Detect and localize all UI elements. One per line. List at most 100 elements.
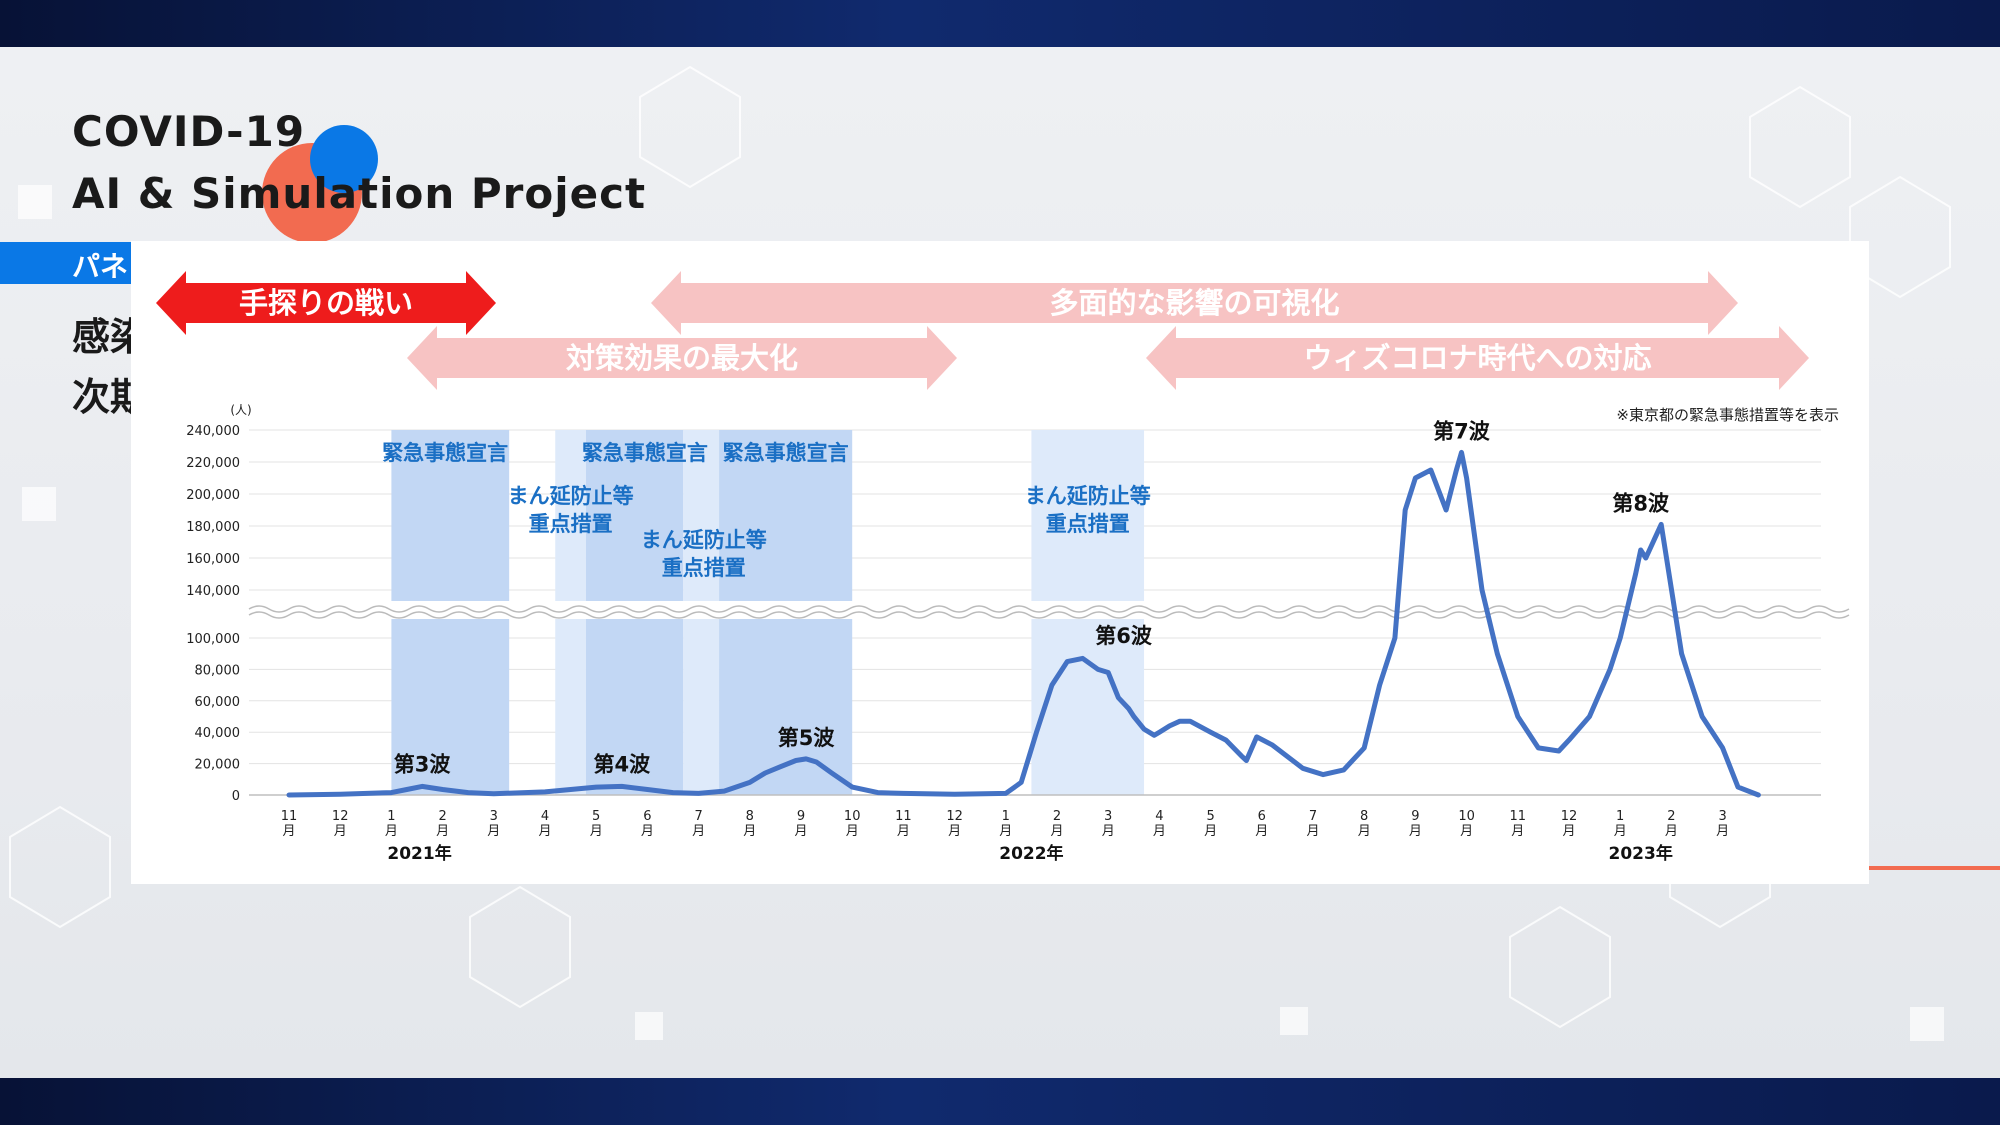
x-tick-label: 2 [1053,809,1061,824]
y-tick-label: 0 [232,789,240,804]
x-tick-label: 月 [538,824,551,839]
year-label: 2021年 [387,843,451,864]
x-tick-label: 1 [1002,809,1010,824]
x-tick-label: 月 [1511,824,1524,839]
x-tick-label: 9 [1411,809,1419,824]
x-tick-label: 2 [438,809,446,824]
x-tick-label: 9 [797,809,805,824]
x-tick-label: 8 [746,809,754,824]
x-tick-label: 4 [541,809,549,824]
x-tick-label: 月 [334,824,347,839]
section-tab-label: パネ [72,250,129,283]
y-tick-label: 100,000 [186,632,240,647]
x-tick-label: 月 [1204,824,1217,839]
x-tick-label: 月 [692,824,705,839]
x-tick-label: 月 [999,824,1012,839]
x-tick-label: 月 [846,824,859,839]
hexagon-pattern [9,65,1951,1041]
x-tick-label: 月 [948,824,961,839]
phase-arrow-red-label: 手探りの戦い [239,286,413,320]
accent-circle-blue [310,125,378,193]
phase-arrow-maximize [407,326,957,390]
x-tick-label: 月 [743,824,756,839]
wave-label: 第3波 [394,753,452,777]
x-tick-label: 月 [1102,824,1115,839]
x-tick-label: 月 [282,824,295,839]
y-tick-label: 240,000 [186,424,240,439]
phase-arrow-maximize-label: 対策効果の最大化 [566,341,798,375]
x-tick-label: 3 [490,809,498,824]
wave-label: 第8波 [1612,491,1670,515]
chart-note: ※東京都の緊急事態措置等を表示 [1616,406,1839,424]
y-tick-label: 80,000 [195,663,241,678]
x-tick-label: 月 [1665,824,1678,839]
y-tick-label: 200,000 [186,488,240,503]
y-tick-label: 180,000 [186,520,240,535]
x-tick-label: 月 [436,824,449,839]
y-tick-label: 140,000 [186,584,240,599]
y-tick-label: 20,000 [195,758,241,773]
x-tick-label: 12 [946,809,963,824]
x-tick-label: 1 [387,809,395,824]
x-tick-label: 月 [1358,824,1371,839]
project-title-line1: COVID-19 [72,107,306,156]
x-tick-label: 11 [281,809,298,824]
y-tick-label: 160,000 [186,552,240,567]
x-tick-label: 12 [332,809,349,824]
axis-break-line [248,611,1850,619]
measure-label: まん延防止等 [641,528,767,552]
x-tick-label: 10 [1458,809,1475,824]
x-tick-label: 4 [1155,809,1163,824]
x-tick-label: 月 [1306,824,1319,839]
y-tick-label: 220,000 [186,456,240,471]
year-label: 2022年 [999,843,1063,864]
x-tick-label: 月 [1153,824,1166,839]
x-tick-label: 1 [1616,809,1624,824]
x-tick-label: 5 [592,809,600,824]
axis-break-band [249,601,1829,619]
x-tick-label: 月 [794,824,807,839]
x-tick-label: 8 [1360,809,1368,824]
x-tick-label: 月 [1716,824,1729,839]
x-tick-label: 月 [1562,824,1575,839]
phase-arrow-visualize-label: 多面的な影響の可視化 [1049,286,1339,320]
measure-label: 緊急事態宣言 [382,441,508,465]
x-tick-label: 5 [1206,809,1214,824]
section-tab: パネ [0,242,140,284]
case-count-line [286,449,1761,798]
wave-label: 第5波 [778,726,836,750]
chart-svg: 緊急事態宣言 緊急事態宣言 緊急事態宣言まん延防止等重点措置まん延防止等重点措置まん… [156,271,1850,864]
x-tick-label: 月 [1409,824,1422,839]
measure-label: 緊急事態宣言 [582,441,708,465]
x-tick-label: 月 [1255,824,1268,839]
phase-arrow-withcorona [1146,326,1809,390]
x-tick-label: 7 [694,809,702,824]
phase-arrow-visualize [651,271,1738,335]
year-label: 2023年 [1609,843,1673,864]
accent-red-line [1866,866,2000,870]
measure-label: 緊急事態宣言 [723,441,849,465]
x-tick-label: 月 [641,824,654,839]
measure-label: まん延防止等 [508,484,634,508]
y-tick-label: 40,000 [195,726,241,741]
x-tick-label: 12 [1561,809,1578,824]
project-title-line2: AI & Simulation Project [72,169,647,218]
x-tick-label: 月 [590,824,603,839]
x-tick-label: 3 [1718,809,1726,824]
measure-label: 重点措置 [529,512,613,536]
bottom-banner [0,1078,2000,1125]
y-tick-label: 60,000 [195,695,241,710]
x-tick-label: 月 [385,824,398,839]
measure-label: まん延防止等 [1025,484,1151,508]
x-tick-label: 10 [844,809,861,824]
phase-arrow-red [156,271,496,335]
measure-label: 重点措置 [1046,512,1130,536]
x-tick-label: 2 [1667,809,1675,824]
wave-label: 第6波 [1095,624,1153,648]
axis-break-line [248,605,1850,613]
x-tick-label: 11 [895,809,912,824]
chart-panel: 緊急事態宣言 緊急事態宣言 緊急事態宣言 まん延防止等 重点措置 まん延防止等 重点措置 まん… [131,241,1869,884]
x-tick-label: 月 [1460,824,1473,839]
x-tick-label: 6 [1258,809,1266,824]
wave-label: 第4波 [593,753,651,777]
